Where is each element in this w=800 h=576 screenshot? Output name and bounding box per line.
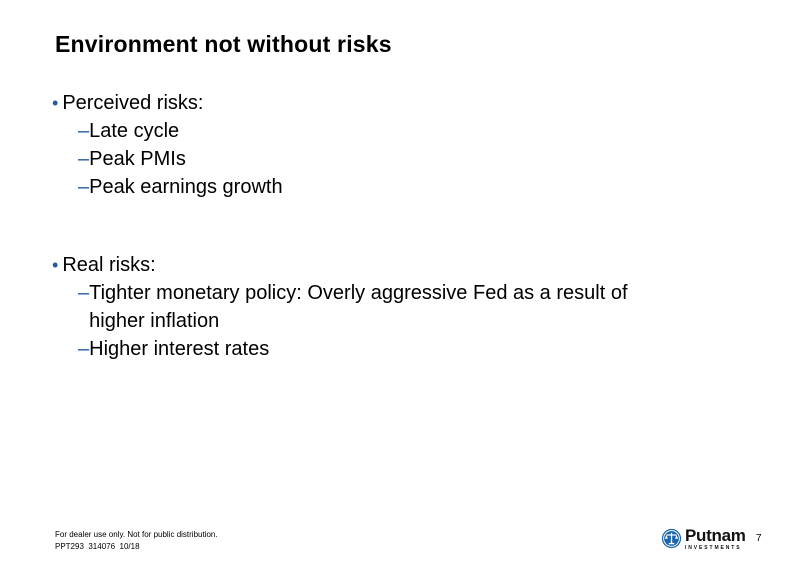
bullet-icon: • bbox=[52, 255, 59, 275]
sub-bullet-text: Late cycle bbox=[89, 120, 180, 142]
sub-bullet-item: – Tighter monetary policy: Overly aggres… bbox=[78, 279, 663, 335]
logo-brand: Putnam bbox=[685, 526, 746, 545]
footer-document-code: PPT293 314076 10/18 bbox=[55, 542, 140, 551]
bullet-group-real-risks: • Real risks: – Tighter monetary policy:… bbox=[52, 251, 663, 363]
bullet-group-perceived-risks: • Perceived risks: – Late cycle – Peak P… bbox=[52, 89, 663, 201]
page-number: 7 bbox=[756, 533, 762, 544]
dash-icon: – bbox=[78, 120, 90, 142]
dash-icon: – bbox=[78, 148, 90, 170]
sub-bullet-item: – Peak earnings growth bbox=[78, 173, 663, 201]
balance-scale-icon bbox=[661, 528, 682, 549]
bullet-item: • Perceived risks: bbox=[52, 89, 663, 117]
sub-bullet-text: Tighter monetary policy: Overly aggressi… bbox=[89, 282, 628, 332]
dash-icon: – bbox=[78, 338, 90, 360]
footer: For dealer use only. Not for public dist… bbox=[55, 529, 218, 553]
slide-body: • Perceived risks: – Late cycle – Peak P… bbox=[52, 89, 663, 363]
sub-bullet-item: – Peak PMIs bbox=[78, 145, 663, 173]
putnam-logo: Putnam INVESTMENTS bbox=[661, 526, 746, 551]
logo-sub-brand: INVESTMENTS bbox=[685, 545, 742, 551]
bullet-item: • Real risks: bbox=[52, 251, 663, 279]
dash-icon: – bbox=[78, 176, 90, 198]
sub-bullet-text: Higher interest rates bbox=[89, 338, 270, 360]
dash-icon: – bbox=[78, 282, 90, 304]
bullet-label: Real risks: bbox=[62, 254, 156, 276]
sub-bullet-text: Peak PMIs bbox=[89, 148, 186, 170]
page-title: Environment not without risks bbox=[55, 31, 392, 57]
sub-bullet-item: – Late cycle bbox=[78, 117, 663, 145]
sub-bullet-list: – Tighter monetary policy: Overly aggres… bbox=[78, 279, 663, 363]
sub-bullet-item: – Higher interest rates bbox=[78, 335, 663, 363]
bullet-icon: • bbox=[52, 93, 59, 113]
footer-disclaimer: For dealer use only. Not for public dist… bbox=[55, 530, 218, 539]
sub-bullet-list: – Late cycle – Peak PMIs – Peak earnings… bbox=[78, 117, 663, 201]
sub-bullet-text: Peak earnings growth bbox=[89, 176, 283, 198]
bullet-label: Perceived risks: bbox=[62, 92, 204, 114]
logo-text: Putnam INVESTMENTS bbox=[685, 526, 746, 551]
